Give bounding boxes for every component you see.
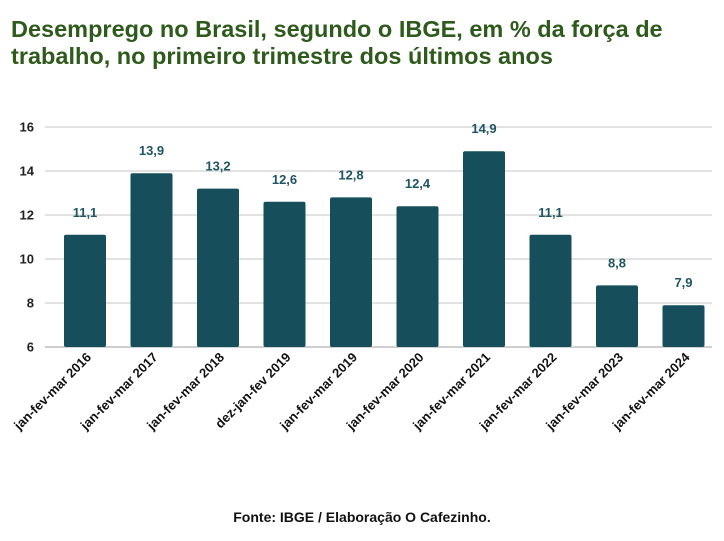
data-label: 8,8 xyxy=(608,255,626,270)
data-label: 7,9 xyxy=(674,275,692,290)
data-label: 12,8 xyxy=(338,167,363,182)
bar xyxy=(263,201,306,347)
data-label: 11,1 xyxy=(73,205,98,220)
data-labels: 11,1 13,9 13,2 12,6 12,8 12,4 14,9 11,1 8,8 7,9 xyxy=(73,121,693,290)
bar xyxy=(662,305,705,347)
data-label: 13,2 xyxy=(205,159,230,174)
data-label: 14,9 xyxy=(471,121,496,136)
y-tick-label: 6 xyxy=(27,340,34,355)
bar xyxy=(64,234,106,347)
y-tick-label: 14 xyxy=(20,164,35,179)
y-axis-ticks: 6 8 10 12 14 16 xyxy=(20,120,35,355)
bar xyxy=(197,188,239,347)
source-note: Fonte: IBGE / Elaboração O Cafezinho. xyxy=(233,509,491,525)
data-label: 11,1 xyxy=(538,205,563,220)
bar xyxy=(529,234,572,347)
bar xyxy=(463,151,505,347)
y-tick-label: 16 xyxy=(20,120,34,135)
bar xyxy=(396,206,439,347)
data-label: 12,6 xyxy=(272,172,297,187)
bars xyxy=(64,151,705,347)
data-label: 13,9 xyxy=(139,143,164,158)
y-tick-label: 8 xyxy=(27,296,34,311)
bar xyxy=(130,173,173,347)
y-tick-label: 10 xyxy=(20,252,34,267)
chart-title: Desemprego no Brasil, segundo o IBGE, em… xyxy=(11,16,663,69)
data-label: 12,4 xyxy=(405,176,431,191)
y-tick-label: 12 xyxy=(20,208,34,223)
bar xyxy=(596,285,638,347)
bar xyxy=(330,197,372,347)
